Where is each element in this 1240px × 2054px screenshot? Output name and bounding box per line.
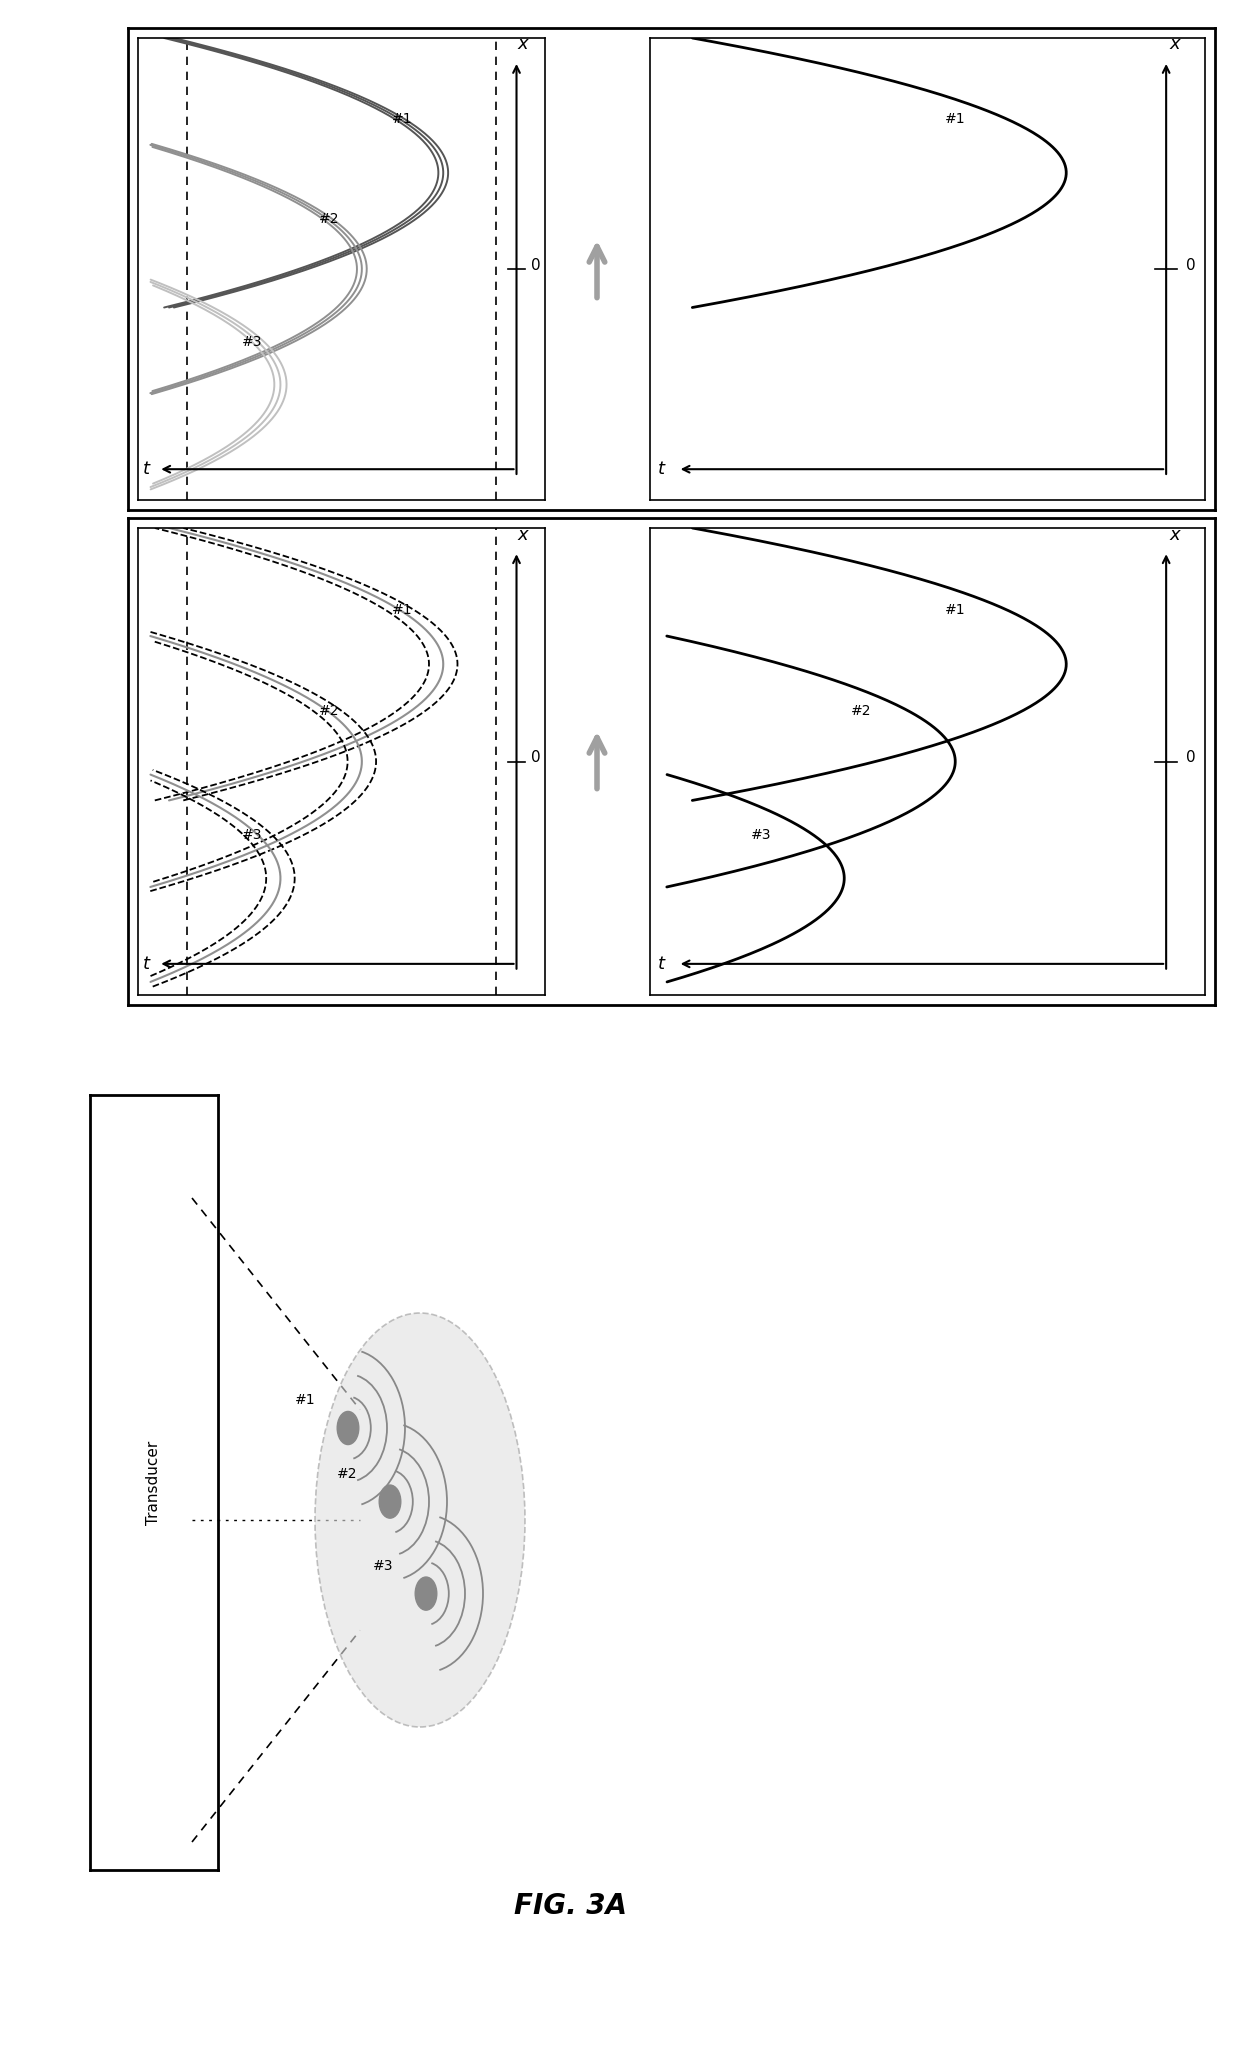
Text: t: t <box>657 955 665 974</box>
Text: #3: #3 <box>242 828 262 842</box>
Text: x: x <box>1169 526 1179 544</box>
Text: #1: #1 <box>392 602 413 616</box>
Text: #1: #1 <box>945 602 966 616</box>
Text: 0: 0 <box>1185 257 1195 273</box>
Text: 0: 0 <box>1185 750 1195 764</box>
Text: #1: #1 <box>392 111 413 125</box>
Ellipse shape <box>315 1313 525 1727</box>
Text: 0: 0 <box>531 750 541 764</box>
Circle shape <box>415 1577 436 1610</box>
Circle shape <box>379 1485 401 1518</box>
Text: FIG. 3A: FIG. 3A <box>513 1892 626 1920</box>
Text: #2: #2 <box>319 705 340 717</box>
Text: #3: #3 <box>372 1559 393 1573</box>
Text: #3: #3 <box>750 828 771 842</box>
Text: x: x <box>517 526 528 544</box>
Text: Transducer: Transducer <box>146 1440 161 1524</box>
Text: x: x <box>517 35 528 53</box>
Text: FIG. 3B: FIG. 3B <box>1070 462 1183 491</box>
Text: t: t <box>143 955 150 974</box>
Text: #2: #2 <box>319 212 340 226</box>
Text: t: t <box>657 460 665 479</box>
Text: #1: #1 <box>294 1393 315 1407</box>
Text: #2: #2 <box>851 705 872 717</box>
Text: #1: #1 <box>945 111 966 125</box>
Text: 0: 0 <box>531 257 541 273</box>
Text: x: x <box>1169 35 1179 53</box>
Text: t: t <box>143 460 150 479</box>
Text: FIG. 3C: FIG. 3C <box>1070 957 1183 986</box>
Text: #3: #3 <box>242 335 262 349</box>
Circle shape <box>337 1411 358 1444</box>
Text: #2: #2 <box>336 1467 357 1481</box>
